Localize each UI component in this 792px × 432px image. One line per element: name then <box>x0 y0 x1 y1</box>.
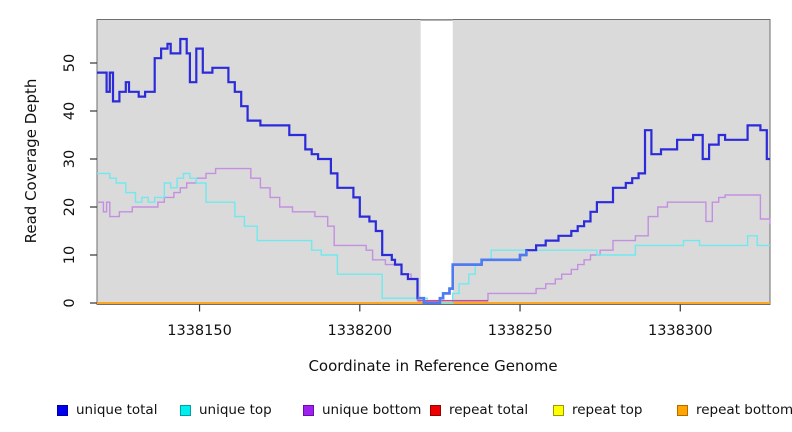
legend-swatch-icon <box>57 404 68 416</box>
legend-label: unique top <box>199 402 272 418</box>
legend-swatch-icon <box>677 404 688 416</box>
legend-swatch-icon <box>430 404 441 416</box>
x-tick-label: 1338250 <box>487 323 553 339</box>
legend-label: unique bottom <box>322 402 422 418</box>
y-tick-label: 50 <box>62 53 78 73</box>
legend-label: repeat total <box>449 402 529 418</box>
x-axis-title: Coordinate in Reference Genome <box>308 357 558 375</box>
legend-label: repeat bottom <box>696 402 792 418</box>
legend-swatch-icon <box>303 404 314 416</box>
legend-item-unique-bottom: unique bottom <box>303 403 421 417</box>
legend-item-unique-total: unique total <box>57 403 157 417</box>
series-line-unique-top <box>97 172 770 304</box>
legend-swatch-icon <box>180 404 191 416</box>
legend-item-repeat-top: repeat top <box>553 403 642 417</box>
y-tick-label: 40 <box>62 101 78 121</box>
legend-item-repeat-bottom: repeat bottom <box>677 403 792 417</box>
legend-swatch-icon <box>553 404 564 416</box>
x-tick-label: 1338200 <box>327 323 393 339</box>
legend-label: unique total <box>76 402 158 418</box>
x-tick-label: 1338300 <box>647 323 713 339</box>
legend-item-unique-top: unique top <box>180 403 272 417</box>
gap-band <box>420 19 453 303</box>
y-tick-label: 30 <box>62 149 78 169</box>
series-line-unique-bottom <box>97 167 771 302</box>
y-tick-label: 0 <box>62 298 78 308</box>
series-line-unique-total <box>97 37 770 305</box>
legend-label: repeat top <box>572 402 643 418</box>
x-tick-label: 1338150 <box>167 323 232 339</box>
legend-item-repeat-total: repeat total <box>430 403 528 417</box>
y-tick-label: 10 <box>62 245 78 265</box>
y-axis-title: Read Coverage Depth <box>22 78 40 244</box>
y-tick-label: 20 <box>62 197 78 217</box>
unique-total-gap-segment <box>417 250 528 305</box>
